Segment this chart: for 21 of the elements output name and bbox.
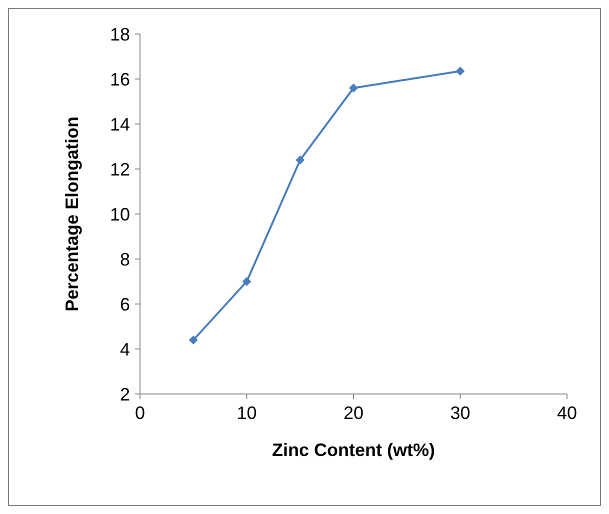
point: [242, 277, 252, 286]
x-axis-title: Zinc Content (wt%): [272, 440, 435, 460]
x-tick-label: 20: [343, 403, 364, 423]
y-tick-label: 16: [110, 69, 130, 90]
y-tick-label: 6: [120, 294, 130, 314]
y-tick-label: 10: [110, 204, 130, 224]
y-tick-label: 4: [120, 339, 130, 360]
y-tick-label: 18: [110, 24, 130, 44]
y-tick-label: 12: [110, 159, 130, 180]
x-tick-label: 0: [134, 403, 146, 423]
point: [296, 156, 305, 164]
x-tick-label: 10: [236, 403, 257, 423]
point: [349, 84, 358, 92]
x-tick-label: 30: [450, 403, 470, 423]
y-tick-label: 2: [120, 384, 130, 404]
y-axis-title: Percentage Elongation: [62, 116, 82, 312]
y-tick-label: 14: [110, 114, 130, 134]
x-tick-label: 40: [556, 403, 578, 423]
point: [188, 336, 198, 344]
y-tick-label: 8: [120, 249, 130, 270]
point: [456, 66, 465, 76]
